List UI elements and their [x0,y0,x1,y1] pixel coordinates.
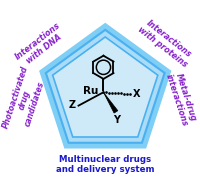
Text: Z: Z [69,100,76,110]
Polygon shape [103,92,118,113]
Text: Photoactivated
drug
candidates: Photoactivated drug candidates [1,65,49,136]
Polygon shape [46,30,165,143]
Text: Ru: Ru [83,86,98,96]
Text: Y: Y [113,115,120,125]
Text: X: X [133,89,140,99]
Polygon shape [39,23,171,149]
Text: Interactions
with proteins: Interactions with proteins [136,17,196,69]
Text: Multinuclear drugs
and delivery system: Multinuclear drugs and delivery system [56,155,154,174]
Polygon shape [53,37,158,137]
Text: Metal-drug
interactions: Metal-drug interactions [163,70,199,127]
Text: Interactions
with DNA: Interactions with DNA [13,21,69,70]
